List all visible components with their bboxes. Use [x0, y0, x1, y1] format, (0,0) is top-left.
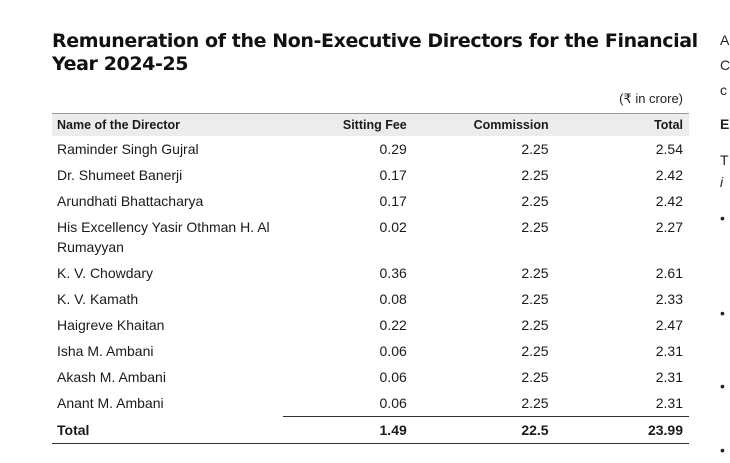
- cell-sitting-fee: 0.17: [379, 193, 407, 209]
- cell-commission: 2.25: [521, 291, 549, 307]
- header-sitting-fee: Sitting Fee: [282, 113, 413, 136]
- header-total: Total: [554, 113, 689, 136]
- cell-name: Raminder Singh Gujral: [57, 141, 199, 157]
- cell-commission: 2.25: [521, 369, 549, 385]
- table-row: K. V. Chowdary 0.36 2.25 2.61: [52, 260, 689, 286]
- clipped-text: C: [720, 57, 730, 73]
- table-row: Haigreve Khaitan 0.22 2.25 2.47: [52, 312, 689, 338]
- total-commission: 22.5: [412, 416, 555, 444]
- table-row: Arundhati Bhattacharya 0.17 2.25 2.42: [52, 188, 689, 214]
- table-row: Raminder Singh Gujral 0.29 2.25 2.54: [52, 136, 689, 162]
- total-sitting-fee: 1.49: [282, 416, 413, 444]
- cell-commission: 2.25: [521, 141, 549, 157]
- table-header-row: Name of the Director Sitting Fee Commiss…: [52, 113, 689, 136]
- cell-total: 2.31: [655, 343, 683, 359]
- cell-commission: 2.25: [521, 219, 549, 235]
- cell-sitting-fee: 0.08: [379, 291, 407, 307]
- page-title: Remuneration of the Non-Executive Direct…: [52, 30, 698, 75]
- cell-sitting-fee: 0.17: [379, 167, 407, 183]
- cell-name: K. V. Kamath: [57, 291, 139, 307]
- cell-total: 2.54: [655, 141, 683, 157]
- cell-commission: 2.25: [521, 265, 549, 281]
- bullet-icon: •: [720, 305, 725, 321]
- cell-commission: 2.25: [521, 343, 549, 359]
- remuneration-table: Name of the Director Sitting Fee Commiss…: [52, 113, 689, 444]
- table-row: Dr. Shumeet Banerji 0.17 2.25 2.42: [52, 162, 689, 188]
- cell-total: 2.42: [655, 193, 683, 209]
- cell-name: Haigreve Khaitan: [57, 317, 165, 333]
- cell-sitting-fee: 0.06: [379, 369, 407, 385]
- clipped-text: E: [720, 116, 730, 132]
- cell-total: 2.33: [655, 291, 683, 307]
- cell-total: 2.31: [655, 369, 683, 385]
- cell-total: 2.31: [655, 395, 683, 411]
- clipped-text: c: [720, 82, 727, 98]
- cell-sitting-fee: 0.06: [379, 343, 407, 359]
- cell-name: Isha M. Ambani: [57, 343, 154, 359]
- bullet-icon: •: [720, 378, 725, 394]
- cell-total: 2.61: [655, 265, 683, 281]
- cell-sitting-fee: 0.02: [379, 219, 407, 235]
- table-row: Isha M. Ambani 0.06 2.25 2.31: [52, 338, 689, 364]
- bullet-icon: •: [720, 442, 725, 458]
- cell-sitting-fee: 0.29: [379, 141, 407, 157]
- table-row: K. V. Kamath 0.08 2.25 2.33: [52, 286, 689, 312]
- clipped-text: T: [720, 152, 729, 168]
- clipped-text: A: [720, 32, 730, 48]
- cell-sitting-fee: 0.22: [379, 317, 407, 333]
- header-commission: Commission: [412, 113, 555, 136]
- unit-label: (₹ in crore): [619, 91, 683, 106]
- cell-name: Akash M. Ambani: [57, 369, 166, 385]
- total-total: 23.99: [554, 416, 689, 444]
- cell-commission: 2.25: [521, 167, 549, 183]
- table-row: Akash M. Ambani 0.06 2.25 2.31: [52, 364, 689, 390]
- cell-sitting-fee: 0.06: [379, 395, 407, 411]
- cell-name: Anant M. Ambani: [57, 395, 164, 411]
- cell-name: K. V. Chowdary: [57, 265, 153, 281]
- total-label: Total: [52, 416, 283, 444]
- cell-name: His Excellency Yasir Othman H. Al Rumayy…: [57, 219, 270, 255]
- cell-commission: 2.25: [521, 395, 549, 411]
- table-row: His Excellency Yasir Othman H. Al Rumayy…: [52, 214, 689, 260]
- cell-commission: 2.25: [521, 317, 549, 333]
- cell-total: 2.47: [655, 317, 683, 333]
- cell-sitting-fee: 0.36: [379, 265, 407, 281]
- cell-total: 2.27: [655, 219, 683, 235]
- clipped-text: i: [720, 174, 724, 190]
- cell-commission: 2.25: [521, 193, 549, 209]
- cell-total: 2.42: [655, 167, 683, 183]
- cell-name: Arundhati Bhattacharya: [57, 193, 204, 209]
- cell-name: Dr. Shumeet Banerji: [57, 167, 183, 183]
- bullet-icon: •: [720, 210, 725, 226]
- total-row: Total 1.49 22.5 23.99: [52, 416, 689, 444]
- header-name: Name of the Director: [52, 113, 283, 136]
- table-row: Anant M. Ambani 0.06 2.25 2.31: [52, 390, 689, 417]
